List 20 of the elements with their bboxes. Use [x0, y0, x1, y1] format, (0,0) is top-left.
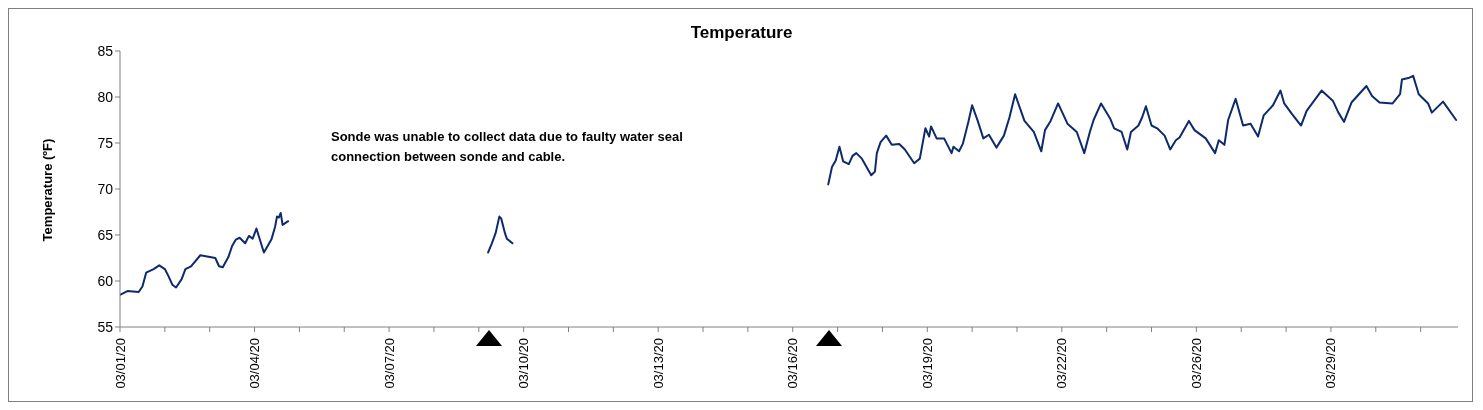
x-tick-label: 03/04/20	[247, 338, 263, 389]
annotation: Sonde was unable to collect data due to faulty water seal connection between sonde and cable.	[331, 128, 684, 166]
x-tick-label: 03/16/20	[785, 338, 801, 389]
x-tick-label: 03/29/20	[1323, 338, 1339, 389]
y-tick-label: 75	[97, 134, 114, 151]
y-tick-label: 80	[97, 88, 114, 105]
y-tick-label: 55	[97, 318, 114, 335]
x-tick-label: 03/19/20	[919, 338, 935, 389]
x-tick-label: 03/07/20	[381, 338, 397, 389]
y-tick-label: 60	[97, 272, 114, 289]
x-tick-label: 03/13/20	[650, 338, 666, 389]
chart-title: Temperature	[689, 23, 794, 43]
x-tick-label: 03/01/20	[112, 338, 128, 389]
y-tick-label: 65	[97, 226, 114, 243]
x-tick-label: 03/10/20	[516, 338, 532, 389]
x-tick-label: 03/22/20	[1054, 338, 1070, 389]
x-tick-label: 03/26/20	[1188, 338, 1204, 389]
y-axis-title: Temperature (ºF)	[39, 138, 55, 242]
y-tick-label: 85	[97, 42, 114, 59]
y-tick-label: 70	[97, 180, 114, 197]
